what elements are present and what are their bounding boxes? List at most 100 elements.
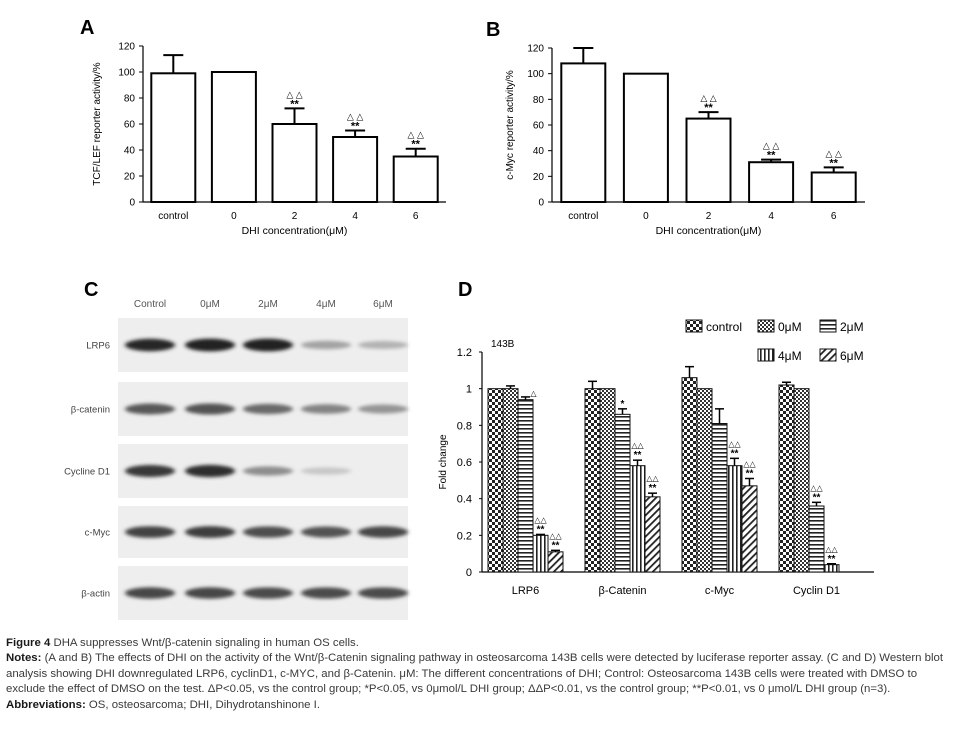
- panel-b-significance-triangles: △ △: [826, 148, 842, 158]
- blot-band: [301, 404, 351, 414]
- panel-d-y-tick-label: 1.2: [457, 347, 472, 359]
- panel-d-legend-swatch: [819, 319, 837, 333]
- panel-a-bar: [271, 123, 318, 203]
- blot-band: [185, 464, 235, 478]
- caption-notes: Notes: (A and B) The effects of DHI on t…: [6, 651, 954, 697]
- blot-band: [125, 526, 175, 538]
- panel-d-y-tick-label: 0.6: [457, 457, 472, 469]
- panel-b-significance-triangles: △ △: [763, 141, 779, 151]
- panel-d-significance-triangles: △: [530, 389, 537, 398]
- panel-d-bar: [681, 377, 698, 573]
- blot-band: [185, 587, 235, 599]
- panel-d-bar: [629, 465, 646, 573]
- blot-row-label: c-Myc: [85, 528, 111, 539]
- panel-b-significance-stars: **: [829, 157, 838, 169]
- blot-lane-label: Control: [134, 299, 166, 310]
- panel-a-y-tick-label: 100: [118, 68, 135, 79]
- blot-band: [243, 587, 293, 599]
- panel-d-bar: [696, 388, 713, 573]
- panel-d-x-tick-label: c-Myc: [705, 585, 735, 597]
- panel-b-significance-stars: **: [704, 102, 713, 114]
- panel-a-letter: A: [80, 17, 94, 39]
- panel-d-bar: [778, 384, 795, 573]
- panel-a-y-tick-label: 20: [124, 172, 136, 183]
- panel-b-y-tick-label: 120: [527, 44, 544, 55]
- panel-b-significance-triangles: △ △: [700, 93, 716, 103]
- panel-b-bar: [560, 62, 607, 204]
- blot-band: [358, 587, 408, 599]
- caption-abbrev-label: Abbreviations:: [6, 698, 86, 711]
- panel-a-bar: [332, 136, 379, 203]
- panel-d-bar: [517, 399, 534, 573]
- panel-a-bar: [210, 71, 257, 203]
- blot-row-label: Cycline D1: [64, 467, 110, 478]
- blot-band: [125, 465, 175, 477]
- caption-title-line: Figure 4 DHA suppresses Wnt/β-catenin si…: [6, 636, 954, 651]
- panel-d-significance-triangles: △△: [646, 474, 659, 483]
- panel-d-bar: [726, 465, 743, 573]
- blot-row-label: β-actin: [81, 589, 110, 600]
- panel-d-bar: [614, 413, 631, 573]
- panel-b-x-tick-label: 0: [643, 211, 649, 222]
- panel-d-bar: [711, 423, 728, 573]
- panel-d-legend-label: 0μM: [778, 320, 802, 334]
- panel-a-significance-triangles: △ △: [347, 112, 363, 122]
- caption-figure-title: DHA suppresses Wnt/β-catenin signaling i…: [50, 637, 359, 649]
- panel-d-legend-swatch: [757, 319, 775, 333]
- panel-d-bar: [532, 534, 549, 573]
- panel-d-bar: [644, 496, 661, 573]
- caption-abbrev-text: OS, osteosarcoma; DHI, Dihydrotanshinone…: [85, 698, 320, 711]
- panel-c-western-blot: Control 0μM 2μM 4μM 6μM LRP6 β-catenin Cycline …: [64, 299, 408, 620]
- panel-d-bar: [487, 388, 504, 573]
- panel-d-significance-stars: **: [813, 492, 821, 503]
- panel-a-bar: [392, 155, 439, 203]
- caption-notes-label: Notes:: [6, 652, 42, 665]
- panel-d-x-tick-label: Cyclin D1: [793, 585, 840, 597]
- blot-row-label: LRP6: [86, 341, 110, 352]
- blot-band: [185, 526, 235, 538]
- panel-d-bar: [808, 505, 825, 573]
- panel-c-letter: C: [84, 279, 98, 301]
- panel-d-significance-triangles: △△: [728, 439, 741, 448]
- blot-band: [185, 403, 235, 415]
- panel-b-bar: [622, 72, 669, 203]
- panel-d-significance-stars: **: [552, 540, 560, 551]
- blot-row-label: β-catenin: [71, 405, 110, 416]
- panel-d-bar: [823, 564, 840, 573]
- panel-b-x-tick-label: 2: [706, 211, 712, 222]
- blot-lane-label: 0μM: [200, 299, 220, 310]
- blot-band: [125, 338, 175, 352]
- panel-d-significance-stars: **: [537, 524, 545, 535]
- panel-d-significance-triangles: △△: [549, 531, 562, 540]
- blot-lane-label: 2μM: [258, 299, 278, 310]
- panel-b-y-tick-label: 80: [533, 95, 545, 106]
- panel-d-x-tick-label: β-Catenin: [599, 585, 647, 597]
- panel-b-letter: B: [486, 19, 500, 41]
- panel-d-significance-stars: **: [828, 554, 836, 565]
- blot-band: [125, 403, 175, 415]
- panel-d-bar: [502, 388, 519, 573]
- blot-band: [185, 338, 235, 352]
- panel-b-y-tick-label: 100: [527, 69, 544, 80]
- caption-figure-label: Figure 4: [6, 637, 51, 649]
- panel-a-y-tick-label: 60: [124, 120, 136, 131]
- panel-d-y-tick-label: 0.4: [457, 494, 472, 506]
- panel-b-y-tick-label: 60: [533, 121, 545, 132]
- panel-d-letter: D: [458, 279, 472, 301]
- panel-d-y-axis-label: Fold change: [438, 434, 449, 489]
- panel-d-bar: [547, 551, 564, 573]
- blot-band: [358, 404, 408, 414]
- caption-abbreviations: Abbreviations: OS, osteosarcoma; DHI, Di…: [6, 698, 954, 713]
- figure-caption: Figure 4 DHA suppresses Wnt/β-catenin si…: [6, 636, 954, 713]
- panel-d-legend-swatch: [757, 348, 775, 362]
- panel-d-significance-triangles: △△: [743, 460, 756, 469]
- panel-a-significance-stars: **: [290, 98, 299, 110]
- panel-b-y-axis-label: c-Myc reporter activity/%: [505, 70, 516, 180]
- panel-d-significance-stars: **: [746, 469, 754, 480]
- panel-d-bar: [584, 388, 601, 573]
- blot-band: [358, 526, 408, 538]
- panel-a-significance-triangles: △ △: [408, 130, 424, 140]
- panel-a-y-tick-label: 80: [124, 94, 136, 105]
